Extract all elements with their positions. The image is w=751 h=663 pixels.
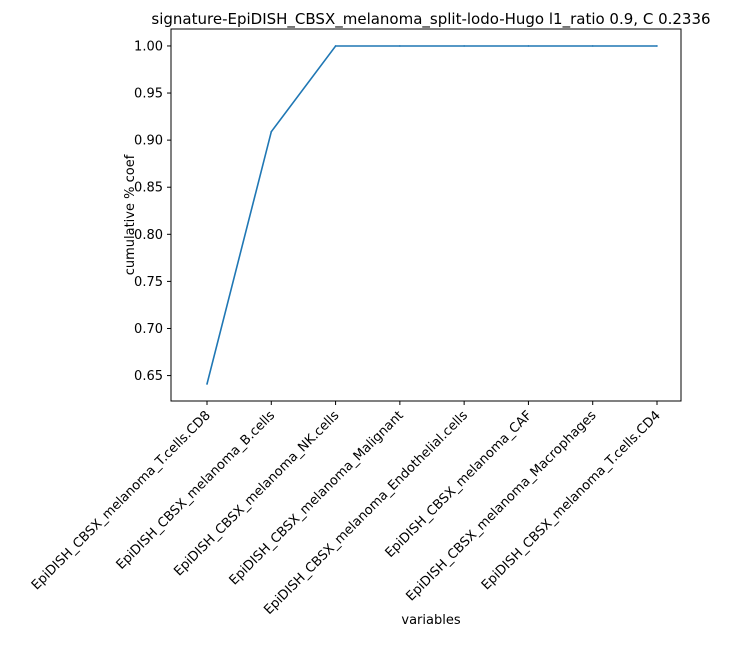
x-axis-label: variables <box>401 613 460 628</box>
y-tick-label: 0.95 <box>134 87 163 102</box>
y-tick-label: 0.90 <box>134 134 163 149</box>
data-point <box>656 45 658 47</box>
y-tick-label: 0.85 <box>134 181 163 196</box>
chart-title: signature-EpiDISH_CBSX_melanoma_split-lo… <box>151 10 710 29</box>
y-tick-label: 0.70 <box>134 322 163 337</box>
data-point <box>206 383 208 385</box>
y-axis-label: cumulative % coef <box>123 154 138 275</box>
data-point <box>527 45 530 47</box>
series-line <box>206 45 657 385</box>
data-point <box>463 45 465 47</box>
data-point <box>399 45 401 47</box>
y-tick-label: 0.80 <box>134 228 163 243</box>
y-tick-label: 0.75 <box>134 275 163 290</box>
data-point <box>334 45 337 47</box>
data-point <box>270 130 273 133</box>
x-axis: EpiDISH_CBSX_melanoma_T.cells.CD8EpiDISH… <box>29 401 664 618</box>
data-points <box>206 45 658 385</box>
data-point <box>591 45 594 47</box>
y-axis: 0.65 0.70 0.75 0.80 0.85 0.90 0.95 1.00 <box>134 39 171 384</box>
plot-area-frame <box>170 28 682 402</box>
y-tick-label: 1.00 <box>134 39 163 54</box>
y-tick-label: 0.65 <box>134 369 163 384</box>
